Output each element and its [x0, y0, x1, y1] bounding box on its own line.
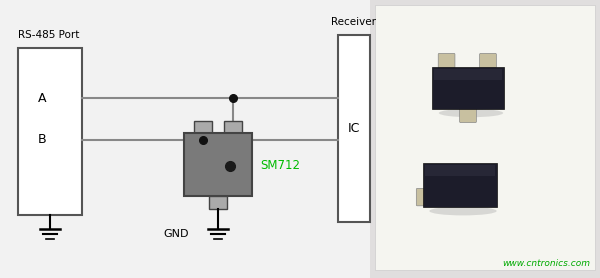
Bar	[194, 121, 212, 133]
Bar	[18, 48, 82, 215]
Bar	[434, 69, 502, 80]
Text: SM712: SM712	[260, 159, 300, 172]
Polygon shape	[422, 163, 497, 207]
Bar	[375, 5, 595, 270]
Bar	[224, 121, 242, 133]
Text: www.cntronics.com: www.cntronics.com	[502, 259, 590, 268]
Text: A: A	[38, 91, 47, 105]
Text: RS-485 Port: RS-485 Port	[18, 30, 79, 40]
FancyBboxPatch shape	[416, 188, 433, 206]
Bar	[184, 133, 252, 196]
FancyBboxPatch shape	[460, 108, 476, 123]
Polygon shape	[432, 67, 504, 109]
Text: IC: IC	[348, 122, 360, 135]
Bar	[338, 35, 370, 222]
Bar	[425, 165, 496, 176]
Text: GND: GND	[163, 229, 188, 239]
Text: Receiver: Receiver	[331, 17, 377, 27]
Ellipse shape	[430, 207, 497, 215]
Ellipse shape	[439, 109, 503, 117]
FancyBboxPatch shape	[438, 53, 455, 68]
Bar	[370, 0, 600, 278]
FancyBboxPatch shape	[479, 53, 496, 68]
Bar	[209, 196, 227, 209]
Text: B: B	[38, 133, 47, 146]
